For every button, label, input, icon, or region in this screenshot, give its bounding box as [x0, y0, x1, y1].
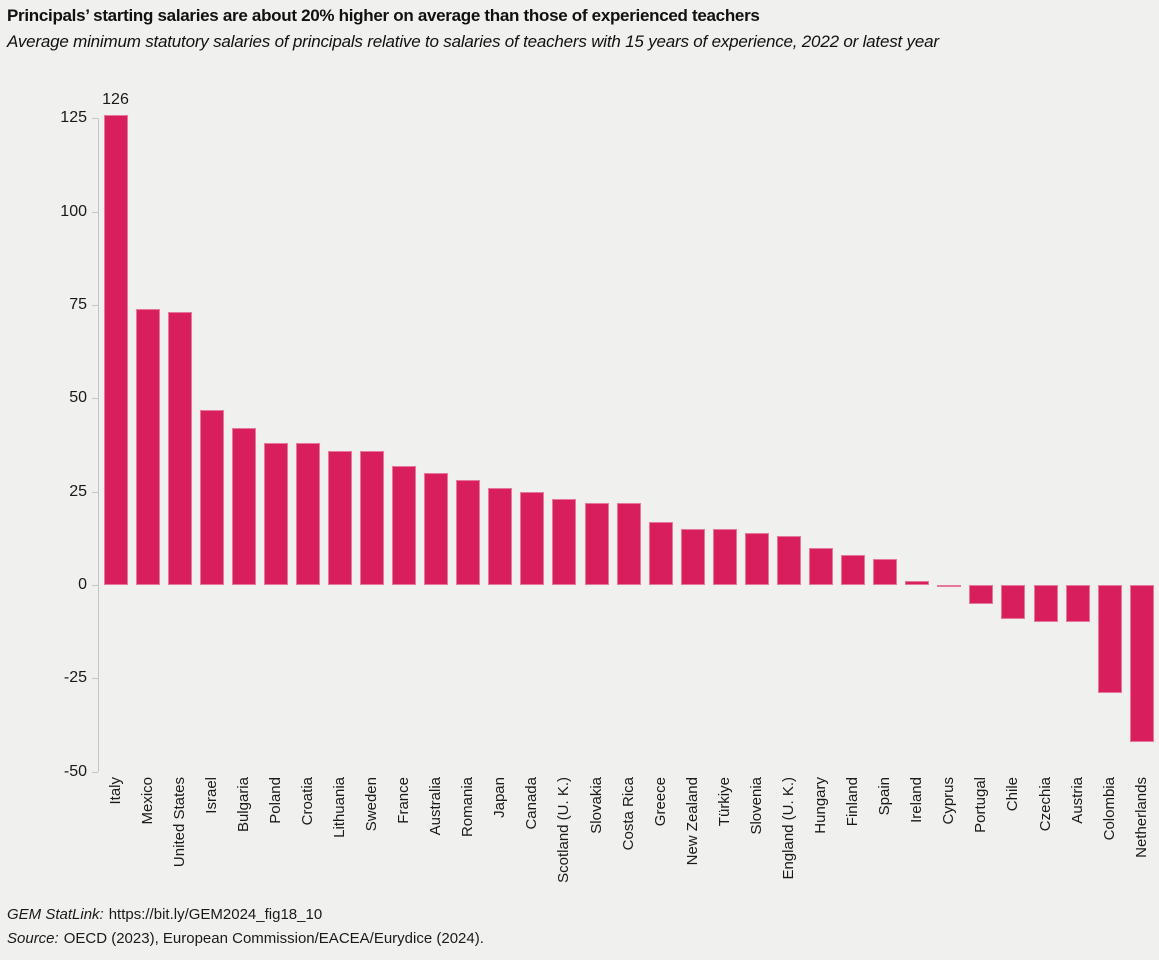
- bar: [937, 585, 962, 587]
- y-axis-tick-label: -25: [63, 669, 87, 687]
- bar: [263, 443, 288, 585]
- bar: [1033, 585, 1058, 623]
- bar: [488, 487, 513, 585]
- x-axis-label: Chile: [1004, 777, 1022, 812]
- bar: [809, 547, 834, 585]
- x-axis-label: Türkiye: [715, 777, 733, 827]
- y-axis-tick-label: 25: [69, 482, 87, 500]
- x-axis-label: Scotland (U. K.): [555, 777, 573, 883]
- bar: [360, 450, 385, 585]
- x-axis-label: Finland: [844, 777, 862, 827]
- x-axis-label: Portugal: [972, 777, 990, 833]
- bar: [520, 491, 545, 585]
- y-axis-tick: [92, 305, 98, 306]
- chart-subtitle: Average minimum statutory salaries of pr…: [7, 32, 939, 51]
- statlink-url[interactable]: https://bit.ly/GEM2024_fig18_10: [108, 906, 323, 923]
- x-axis-label: Mexico: [138, 777, 156, 825]
- bar: [1129, 585, 1154, 742]
- x-axis-label: Costa Rica: [619, 777, 637, 851]
- x-axis-label: Slovenia: [747, 777, 765, 835]
- bar: [199, 409, 224, 585]
- source-label: Source:: [7, 930, 59, 947]
- x-axis-label: Hungary: [812, 777, 830, 834]
- x-axis-label: Slovakia: [587, 777, 605, 834]
- x-axis-label: England (U. K.): [779, 777, 797, 880]
- bar: [456, 480, 481, 585]
- bar: [1097, 585, 1122, 694]
- y-axis-tick-label: 75: [69, 296, 87, 313]
- x-axis-label: Bulgaria: [234, 777, 252, 833]
- source-line: Source: OECD (2023), European Commission/…: [7, 930, 484, 947]
- bar: [392, 465, 417, 585]
- x-axis-label: Croatia: [298, 777, 316, 826]
- x-axis-label: Czechia: [1036, 777, 1054, 832]
- bar: [841, 555, 866, 585]
- x-axis-label: United States: [170, 777, 188, 868]
- bar: [873, 558, 898, 585]
- source-text: OECD (2023), European Commission/EACEA/E…: [63, 930, 484, 947]
- bar: [1065, 585, 1090, 623]
- bar: [969, 585, 994, 604]
- y-axis-tick-label: 0: [78, 576, 87, 593]
- x-axis-label: Australia: [427, 777, 445, 836]
- bar: [135, 308, 160, 585]
- x-axis-label: Greece: [651, 777, 669, 827]
- bar: [167, 312, 192, 585]
- bar: [1001, 585, 1026, 619]
- x-axis-label: Italy: [106, 777, 124, 805]
- statlink-line: GEM StatLink: https://bit.ly/GEM2024_fig1…: [7, 906, 322, 923]
- x-axis-label: Austria: [1068, 777, 1086, 824]
- bar: [776, 536, 801, 585]
- x-axis-label: New Zealand: [683, 777, 701, 866]
- bar: [616, 502, 641, 585]
- bar: [103, 114, 128, 585]
- x-axis-label: Netherlands: [1132, 777, 1150, 858]
- y-axis-tick: [92, 491, 98, 493]
- x-axis-label: Japan: [491, 777, 509, 818]
- bar: [231, 428, 256, 585]
- bar: [648, 521, 673, 585]
- y-axis-tick: [92, 585, 98, 586]
- bar: [584, 502, 609, 585]
- x-axis-label: Romania: [459, 777, 477, 838]
- y-axis-tick: [92, 398, 98, 400]
- y-axis-tick: [92, 211, 98, 213]
- y-axis-tick: [92, 771, 98, 773]
- y-axis-tick-label: 125: [60, 109, 87, 127]
- y-axis-tick-label: 50: [69, 389, 87, 407]
- bar: [424, 473, 449, 585]
- x-axis-label: Colombia: [1100, 777, 1118, 841]
- x-axis-label: Lithuania: [330, 777, 348, 838]
- x-axis-label: Poland: [266, 777, 284, 824]
- x-axis-label: Spain: [876, 777, 894, 816]
- y-axis-line: [98, 118, 99, 772]
- x-axis-label: Sweden: [363, 777, 381, 832]
- bar: [295, 443, 320, 585]
- x-axis-label: Israel: [202, 777, 220, 814]
- bar-value-label: 126: [102, 90, 129, 108]
- x-axis-label: Ireland: [908, 777, 926, 823]
- x-axis-label: Cyprus: [940, 777, 958, 825]
- y-axis-tick: [92, 118, 98, 120]
- bar: [327, 450, 352, 585]
- bar: [680, 529, 705, 585]
- y-axis-tick-label: -50: [63, 762, 87, 780]
- y-axis-tick-label: 100: [60, 202, 87, 220]
- bar: [712, 529, 737, 585]
- bar: [905, 581, 930, 585]
- bar: [552, 499, 577, 585]
- chart-title: Principals’ starting salaries are about …: [7, 6, 760, 25]
- y-axis-tick: [92, 678, 98, 680]
- x-axis-label: France: [395, 777, 413, 824]
- x-axis-label: Canada: [523, 777, 541, 830]
- bar: [744, 532, 769, 585]
- statlink-label: GEM StatLink:: [7, 906, 104, 923]
